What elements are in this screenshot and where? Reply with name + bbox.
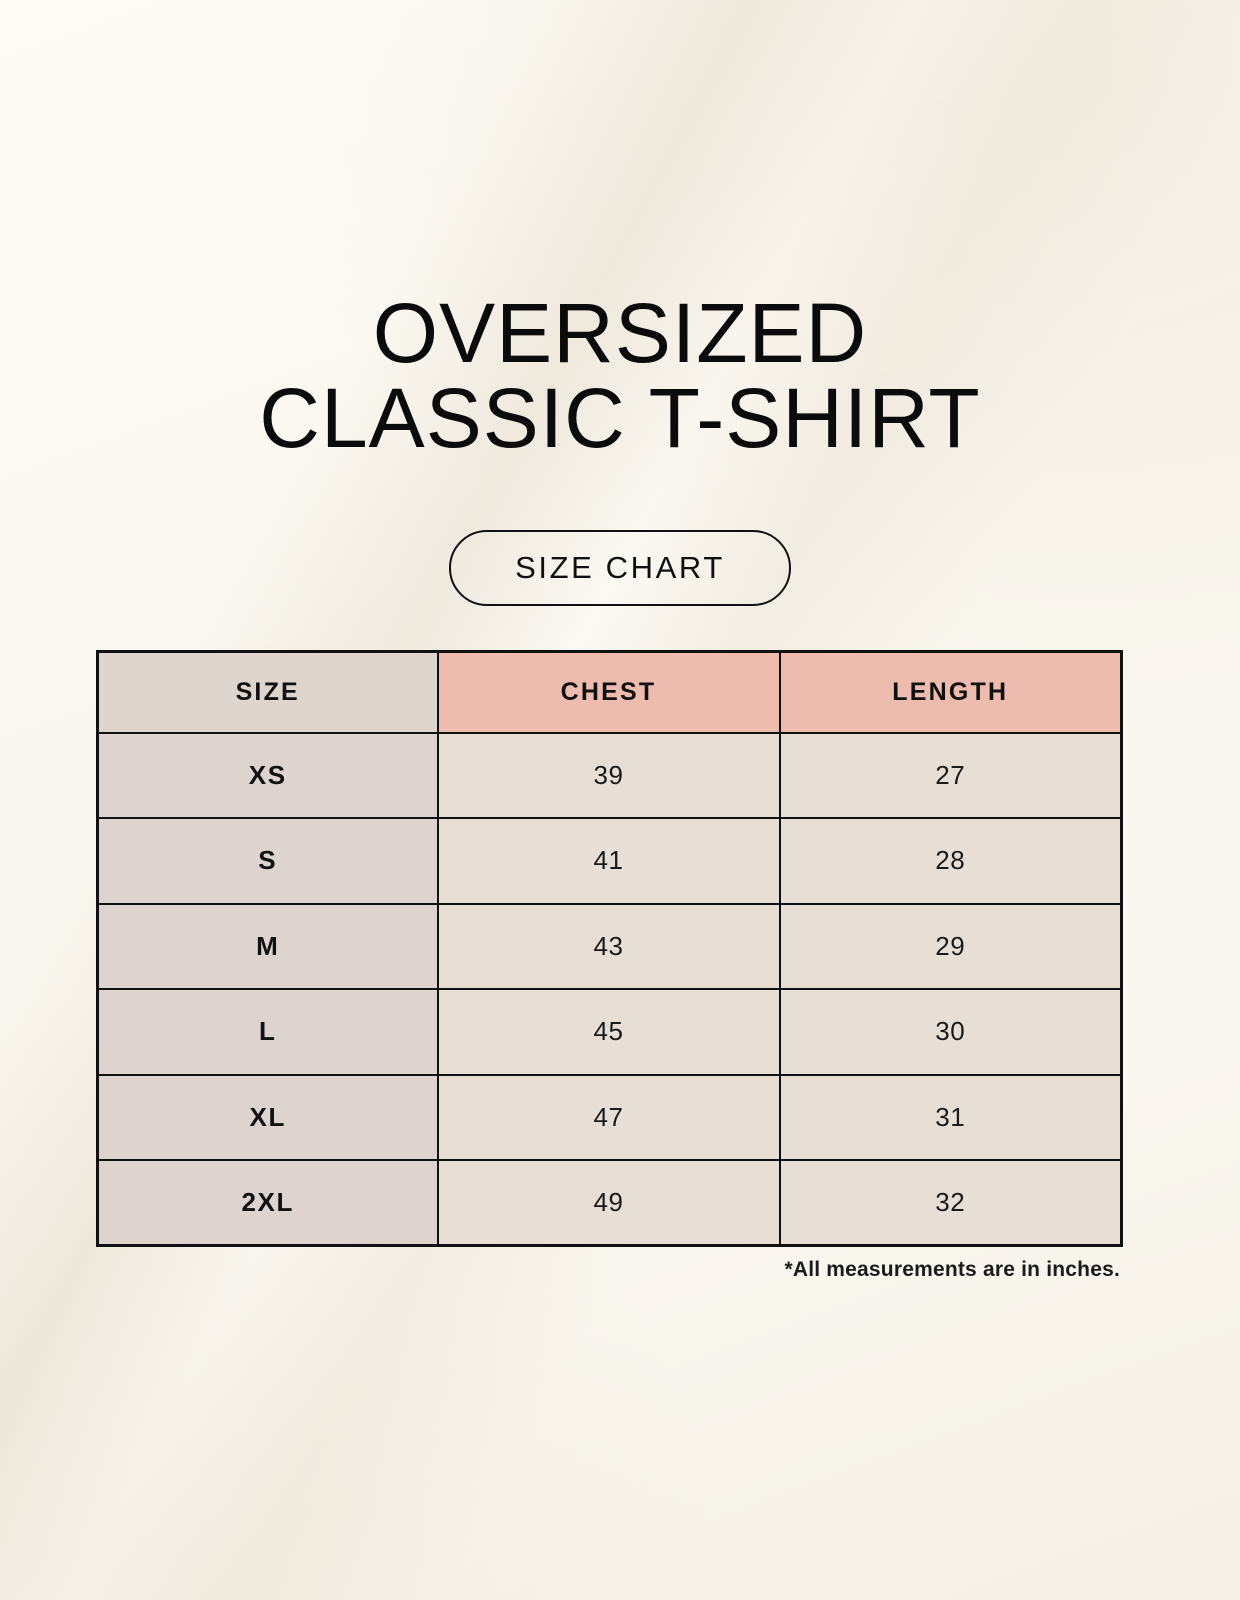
cell-length: 29 bbox=[778, 902, 1123, 990]
table-row: 2XL 49 32 bbox=[96, 1159, 1123, 1247]
cell-length: 27 bbox=[778, 731, 1123, 819]
cell-length: 31 bbox=[778, 1073, 1123, 1161]
size-chart-badge-label: SIZE CHART bbox=[515, 550, 725, 585]
table-row: S 41 28 bbox=[96, 817, 1123, 905]
size-table-wrap: SIZE CHEST LENGTH XS 39 27 S 41 28 M bbox=[96, 650, 1123, 1247]
cell-size: M bbox=[96, 902, 439, 990]
table-row: M 43 29 bbox=[96, 902, 1123, 990]
size-chart-badge: SIZE CHART bbox=[449, 530, 791, 606]
page-title-line-1: OVERSIZED bbox=[372, 286, 868, 380]
cell-size: 2XL bbox=[96, 1159, 439, 1247]
table-row: L 45 30 bbox=[96, 988, 1123, 1076]
cell-chest: 49 bbox=[436, 1159, 781, 1247]
page-title-line-2: CLASSIC T-SHIRT bbox=[259, 371, 981, 466]
cell-size: XL bbox=[96, 1073, 439, 1161]
table-row: XL 47 31 bbox=[96, 1073, 1123, 1161]
cell-length: 30 bbox=[778, 988, 1123, 1076]
page-title: OVERSIZED CLASSIC T-SHIRT bbox=[0, 286, 1240, 466]
column-header-length: LENGTH bbox=[778, 650, 1123, 734]
table-row: XS 39 27 bbox=[96, 731, 1123, 819]
cell-size: XS bbox=[96, 731, 439, 819]
column-header-size: SIZE bbox=[96, 650, 439, 734]
cell-chest: 41 bbox=[436, 817, 781, 905]
cell-chest: 45 bbox=[436, 988, 781, 1076]
cell-length: 28 bbox=[778, 817, 1123, 905]
size-chart-badge-wrap: SIZE CHART bbox=[0, 530, 1240, 606]
cell-chest: 43 bbox=[436, 902, 781, 990]
size-table: SIZE CHEST LENGTH XS 39 27 S 41 28 M bbox=[96, 650, 1123, 1247]
cell-chest: 39 bbox=[436, 731, 781, 819]
cell-length: 32 bbox=[778, 1159, 1123, 1247]
table-header-row: SIZE CHEST LENGTH bbox=[96, 650, 1123, 734]
measurement-units-footnote: *All measurements are in inches. bbox=[784, 1258, 1120, 1281]
cell-size: S bbox=[96, 817, 439, 905]
column-header-chest: CHEST bbox=[436, 650, 781, 734]
cell-chest: 47 bbox=[436, 1073, 781, 1161]
cell-size: L bbox=[96, 988, 439, 1076]
